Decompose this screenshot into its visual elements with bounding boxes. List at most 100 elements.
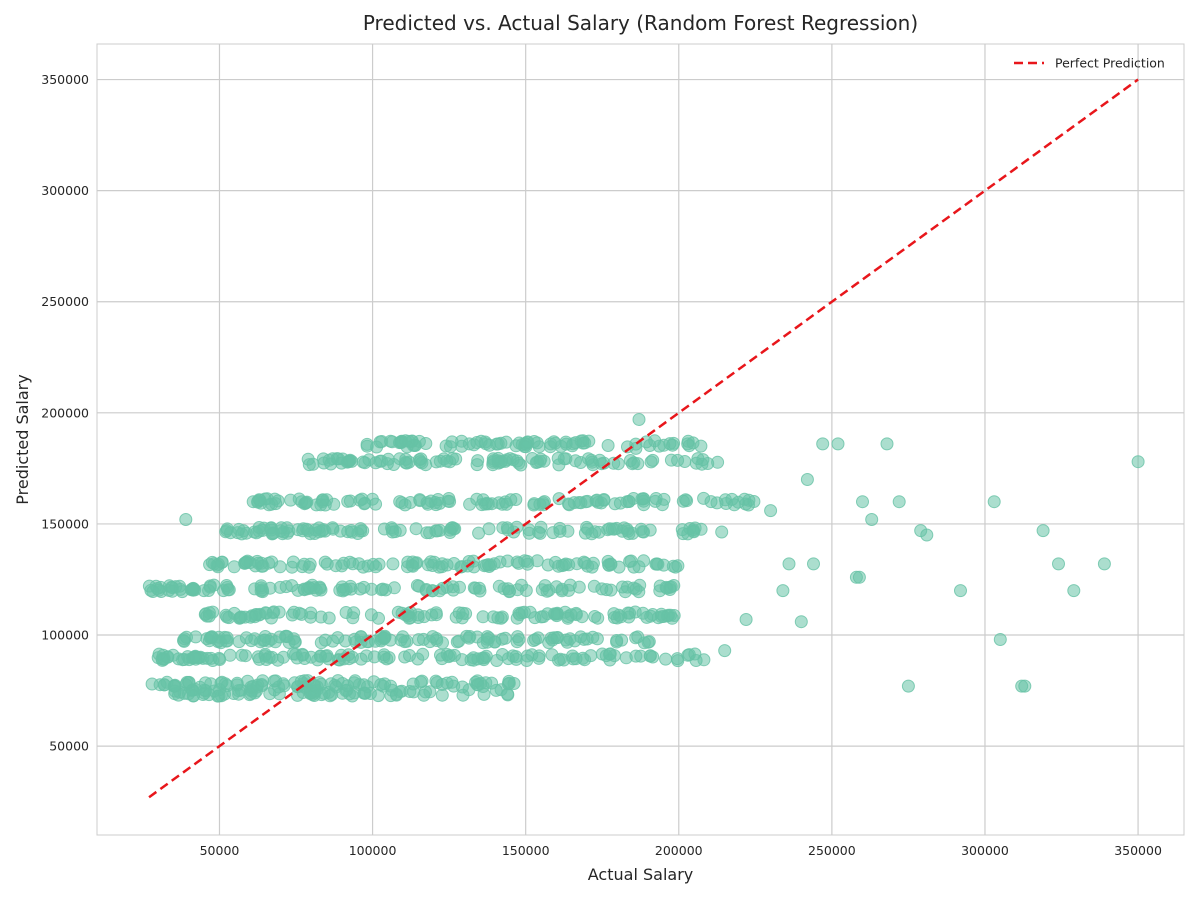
data-point [648,494,662,508]
data-point [203,558,217,572]
data-point [501,554,514,568]
data-point [644,609,658,623]
data-point [694,439,708,453]
data-point [671,559,685,573]
data-point [534,520,548,534]
data-point [359,649,373,663]
data-point [449,610,463,624]
data-point [816,437,830,451]
data-points [142,413,1145,703]
data-point [467,438,481,452]
data-point [310,680,324,694]
data-point [463,630,477,643]
data-point [353,582,367,596]
legend: Perfect Prediction [1014,56,1165,71]
data-point [380,457,394,471]
data-point [632,585,646,599]
data-point [479,649,493,663]
data-point [304,610,318,624]
data-point [550,609,564,623]
y-tick-label: 200000 [41,405,89,420]
data-point [704,495,718,509]
data-point [386,557,400,571]
data-point [256,674,270,688]
data-point [601,439,615,452]
data-point [563,632,577,646]
data-point [639,435,653,449]
y-axis-label: Predicted Salary [13,374,32,504]
data-point [273,560,287,574]
data-point [585,560,599,574]
y-tick-labels: 50000 100000 150000 200000 250000 300000 35000… [41,72,89,754]
data-point [189,652,203,666]
data-point [220,579,234,592]
perfect-prediction-line [148,78,1139,799]
data-point [409,522,423,536]
data-point [258,633,272,647]
data-point [1131,455,1145,469]
data-point [553,521,567,535]
data-point [588,610,602,623]
data-point [341,494,355,508]
data-point [533,454,547,468]
data-point [239,555,253,569]
data-point [302,458,316,472]
data-point [535,583,549,597]
data-point [576,434,590,448]
data-point [186,582,200,596]
data-point [426,630,440,644]
data-point [378,630,392,644]
data-point [342,648,355,662]
data-point [318,498,332,512]
data-point [179,678,193,692]
data-point [464,653,478,667]
data-point [541,558,555,572]
x-tick-labels: 50000 100000 150000 200000 250000 300000 35000… [200,843,1162,858]
data-point [401,555,415,569]
data-point [666,438,679,452]
data-point [440,676,454,690]
data-point [597,493,611,506]
data-point [682,439,696,453]
data-point [443,649,457,663]
grid-lines [97,44,1184,835]
data-point [222,611,236,625]
data-point [446,583,460,597]
data-point [1018,679,1032,693]
data-point [361,680,374,694]
data-point [634,522,648,536]
data-point [157,678,171,692]
data-point [517,605,531,619]
data-point [412,633,426,647]
data-point [168,678,182,692]
data-point [654,607,668,621]
data-point [482,522,496,536]
data-point [550,631,564,645]
data-point [739,613,753,626]
x-tick-label: 200000 [655,843,703,858]
data-point [360,437,374,451]
data-point [687,525,701,539]
data-point [607,611,621,624]
data-point [559,557,573,571]
data-point [255,556,268,570]
data-point [610,634,624,647]
data-point [587,579,601,593]
data-point [334,524,347,538]
data-point [476,493,490,507]
data-point [483,438,496,452]
data-point [1067,584,1081,598]
data-point [603,647,616,661]
data-point [435,688,449,702]
data-point [400,456,414,470]
data-point [244,634,258,648]
data-point [574,630,588,644]
data-point [776,584,790,598]
data-point [146,585,160,598]
data-point [267,526,281,540]
data-point [901,679,915,693]
data-point [440,454,454,468]
data-point [676,494,690,508]
